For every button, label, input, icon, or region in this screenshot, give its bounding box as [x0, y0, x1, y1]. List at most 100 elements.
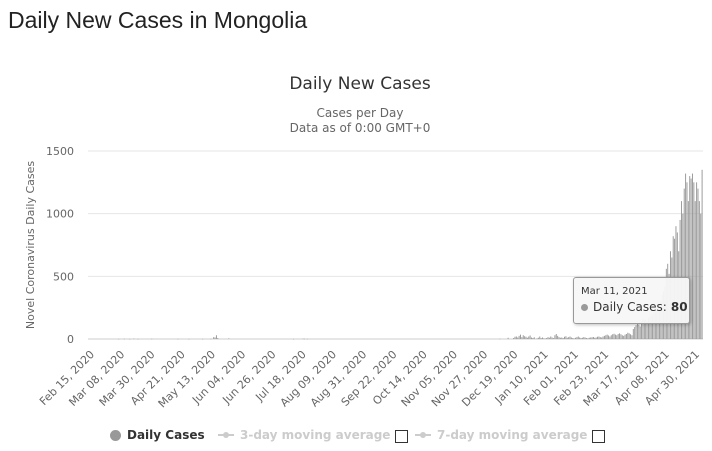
checkbox-7day-average[interactable]: [592, 430, 605, 443]
bar[interactable]: [306, 338, 308, 340]
bar[interactable]: [522, 335, 524, 339]
bar[interactable]: [137, 338, 139, 340]
bar[interactable]: [650, 313, 652, 339]
bar[interactable]: [564, 336, 565, 339]
bar[interactable]: [217, 338, 219, 339]
bar[interactable]: [587, 338, 589, 339]
bar[interactable]: [697, 188, 699, 339]
bar[interactable]: [528, 336, 530, 339]
bar[interactable]: [642, 318, 644, 339]
bar[interactable]: [555, 333, 557, 339]
bar[interactable]: [521, 337, 523, 339]
bar[interactable]: [557, 335, 559, 339]
bar[interactable]: [625, 333, 627, 339]
bar[interactable]: [579, 337, 581, 340]
bar[interactable]: [302, 338, 304, 340]
bar[interactable]: [188, 338, 190, 340]
bar[interactable]: [565, 336, 567, 339]
bar[interactable]: [526, 337, 528, 339]
bar[interactable]: [624, 334, 626, 339]
bar[interactable]: [547, 337, 549, 339]
bar[interactable]: [621, 335, 623, 339]
bar[interactable]: [613, 333, 615, 339]
bar[interactable]: [572, 338, 574, 339]
bar[interactable]: [554, 335, 556, 339]
bar[interactable]: [682, 213, 684, 339]
bar[interactable]: [529, 335, 531, 339]
bar[interactable]: [533, 337, 535, 339]
bar[interactable]: [524, 336, 526, 339]
bar[interactable]: [177, 338, 179, 340]
bar[interactable]: [558, 337, 560, 339]
bar[interactable]: [627, 332, 629, 339]
bar[interactable]: [129, 338, 131, 340]
bar[interactable]: [566, 337, 568, 339]
bar[interactable]: [581, 337, 583, 339]
bar[interactable]: [592, 336, 594, 339]
bar[interactable]: [645, 319, 647, 339]
bar[interactable]: [606, 334, 608, 339]
bar[interactable]: [514, 336, 516, 339]
bar[interactable]: [118, 338, 120, 340]
bar[interactable]: [525, 336, 527, 339]
bar[interactable]: [643, 320, 645, 339]
bar[interactable]: [214, 337, 216, 340]
bar[interactable]: [701, 169, 703, 339]
bar[interactable]: [689, 176, 691, 339]
bar[interactable]: [499, 338, 501, 340]
bar[interactable]: [550, 336, 552, 339]
bar[interactable]: [520, 334, 521, 339]
bar[interactable]: [601, 337, 603, 340]
bar[interactable]: [542, 337, 543, 340]
bar[interactable]: [575, 337, 577, 339]
bar[interactable]: [617, 333, 619, 339]
bar[interactable]: [598, 336, 600, 339]
bar[interactable]: [616, 335, 618, 339]
bar[interactable]: [515, 336, 517, 339]
bar[interactable]: [569, 336, 571, 339]
bar[interactable]: [687, 201, 689, 339]
bar[interactable]: [568, 337, 570, 339]
bar[interactable]: [546, 338, 548, 339]
bar[interactable]: [133, 338, 135, 340]
bar[interactable]: [228, 338, 230, 339]
bar[interactable]: [213, 337, 215, 339]
bar[interactable]: [293, 338, 294, 340]
bar[interactable]: [551, 337, 553, 340]
bar[interactable]: [683, 188, 685, 339]
bar[interactable]: [631, 335, 633, 339]
bar[interactable]: [646, 321, 648, 339]
bar[interactable]: [698, 201, 700, 339]
bar[interactable]: [532, 338, 534, 339]
checkbox-3day-average[interactable]: [395, 430, 408, 443]
bar[interactable]: [612, 334, 614, 339]
bar[interactable]: [553, 338, 554, 339]
bar[interactable]: [586, 338, 588, 339]
bar[interactable]: [591, 337, 593, 339]
bar[interactable]: [517, 337, 519, 340]
bar[interactable]: [602, 336, 604, 339]
bar[interactable]: [605, 335, 607, 339]
bar[interactable]: [562, 338, 564, 339]
bar[interactable]: [123, 338, 125, 340]
bar[interactable]: [570, 337, 572, 340]
bar[interactable]: [653, 312, 655, 339]
bar[interactable]: [540, 338, 542, 339]
bar[interactable]: [507, 337, 509, 339]
bar[interactable]: [608, 335, 610, 339]
bar[interactable]: [641, 321, 643, 339]
bar[interactable]: [634, 327, 636, 339]
bar[interactable]: [639, 326, 641, 339]
bar[interactable]: [623, 335, 625, 339]
bar[interactable]: [537, 337, 539, 339]
bar[interactable]: [584, 337, 586, 340]
legend-item-daily-cases[interactable]: Daily Cases: [110, 424, 205, 446]
bar[interactable]: [647, 317, 649, 339]
bar[interactable]: [215, 335, 217, 339]
bar[interactable]: [680, 201, 682, 339]
bar[interactable]: [619, 333, 621, 339]
bar[interactable]: [583, 337, 585, 339]
bar[interactable]: [513, 338, 515, 339]
bar[interactable]: [539, 336, 541, 339]
bar[interactable]: [548, 337, 550, 339]
